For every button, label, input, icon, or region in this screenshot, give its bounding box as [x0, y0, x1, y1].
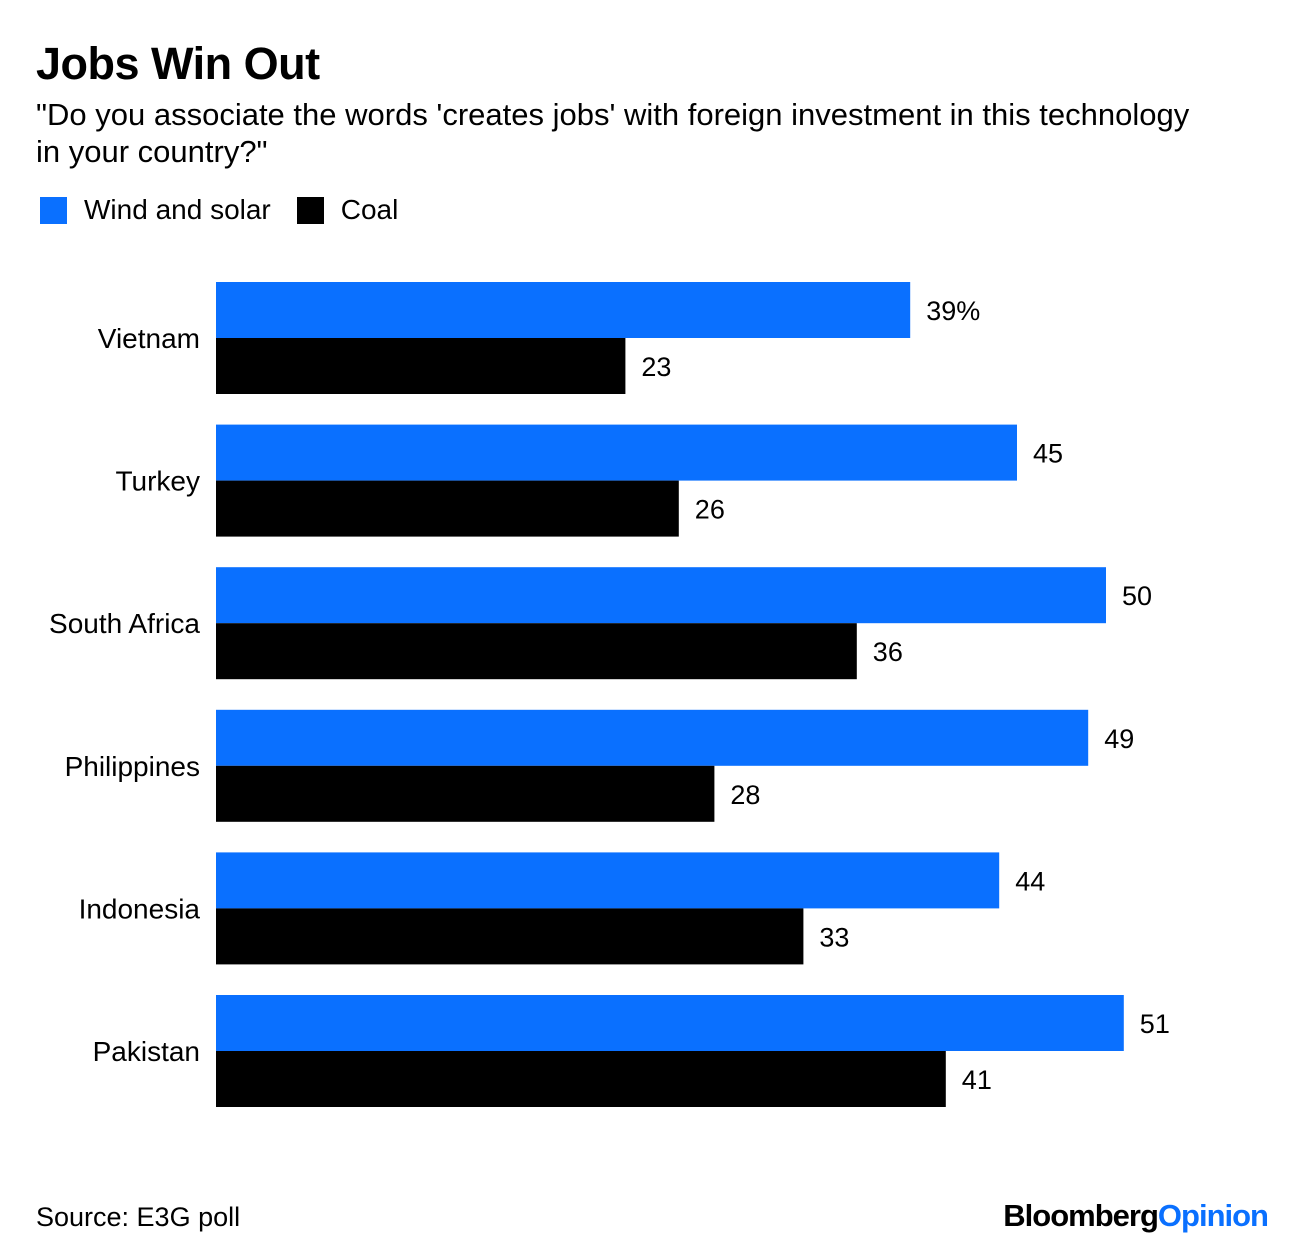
data-label-wind-and-solar-south-africa: 50 [1122, 581, 1152, 611]
legend-item-wind-solar: Wind and solar [40, 194, 271, 226]
bar-wind-and-solar-vietnam [216, 282, 911, 338]
category-label-turkey: Turkey [115, 466, 200, 497]
legend: Wind and solar Coal [40, 194, 424, 226]
data-label-coal-south-africa: 36 [873, 637, 903, 667]
data-label-coal-turkey: 26 [695, 495, 725, 525]
bar-wind-and-solar-south-africa [216, 567, 1106, 624]
legend-label-wind-solar: Wind and solar [84, 194, 271, 225]
bar-coal-philippines [216, 765, 715, 822]
source-note: Source: E3G poll [36, 1202, 241, 1232]
legend-item-coal: Coal [296, 194, 399, 226]
data-label-wind-and-solar-turkey: 45 [1033, 439, 1063, 469]
bar-wind-and-solar-turkey [216, 424, 1017, 481]
chart-title: Jobs Win Out [36, 38, 320, 89]
legend-swatch-coal [296, 196, 324, 224]
category-label-vietnam: Vietnam [98, 323, 200, 354]
logo-section: Opinion [1157, 1198, 1269, 1233]
data-label-coal-philippines: 28 [730, 780, 760, 810]
bar-coal-pakistan [216, 1051, 946, 1107]
data-label-wind-and-solar-vietnam: 39% [926, 296, 980, 326]
chart-subtitle: "Do you associate the words 'creates job… [36, 97, 1190, 169]
bar-coal-south-africa [216, 623, 857, 680]
data-label-wind-and-solar-indonesia: 44 [1015, 866, 1045, 896]
category-label-indonesia: Indonesia [79, 893, 201, 924]
category-label-philippines: Philippines [65, 751, 200, 782]
data-label-coal-indonesia: 33 [819, 922, 849, 952]
bar-wind-and-solar-indonesia [216, 852, 1000, 909]
bar-coal-vietnam [216, 338, 626, 394]
bar-wind-and-solar-philippines [216, 709, 1089, 766]
legend-swatch-wind-solar [40, 196, 67, 224]
bar-chart: Vietnam 39% 23 Turkey 45 26 South Africa 50 36 Ph… [49, 282, 1170, 1107]
data-label-coal-pakistan: 41 [962, 1065, 992, 1095]
bar-wind-and-solar-pakistan [216, 995, 1124, 1051]
bar-coal-turkey [216, 480, 679, 537]
data-label-coal-vietnam: 23 [641, 352, 671, 382]
bloomberg-opinion-logo: BloombergOpinion [1003, 1198, 1269, 1234]
category-label-pakistan: Pakistan [93, 1036, 200, 1067]
category-label-south-africa: South Africa [49, 608, 200, 639]
logo-brand: Bloomberg [1003, 1198, 1159, 1233]
data-label-wind-and-solar-pakistan: 51 [1140, 1009, 1170, 1039]
legend-label-coal: Coal [340, 194, 399, 225]
bar-coal-indonesia [216, 908, 804, 965]
data-label-wind-and-solar-philippines: 49 [1104, 724, 1134, 754]
